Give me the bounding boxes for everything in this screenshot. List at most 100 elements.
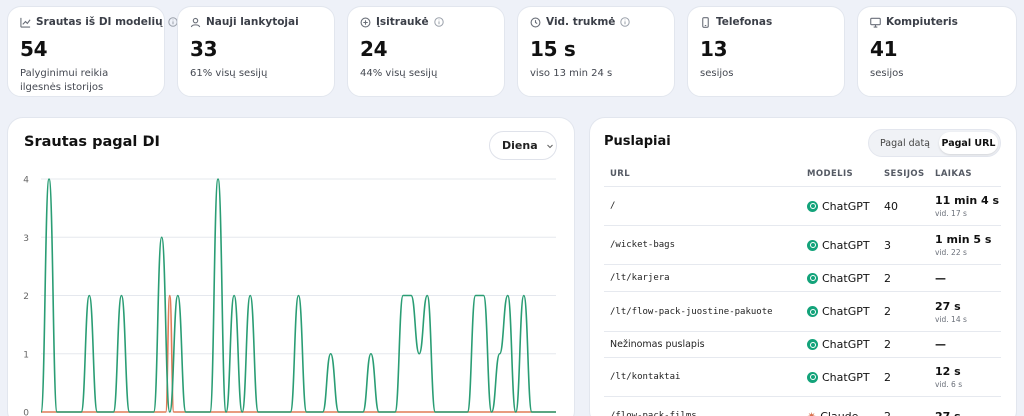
row-sessions: 3 [884,238,891,252]
stat-subtext: sesijos [870,68,904,79]
clock-icon [530,17,541,27]
row-time-average: vid. 14 s [935,314,967,324]
claude-icon: ✷ [807,409,817,416]
period-dropdown-value: Diena [502,139,538,152]
row-time-total: 27 s [935,409,961,416]
row-time-total: 27 s [935,299,961,313]
phone-icon [702,16,709,28]
row-time-average: vid. 22 s [935,248,967,257]
chart-panel [7,117,575,416]
stat-subtext: 44% visų sesijų [360,68,438,79]
row-time-average: vid. 17 s [935,209,967,218]
y-tick-label: 3 [23,234,29,244]
stat-value: 13 [700,37,728,61]
row-time-total: 12 s [935,365,961,378]
row-model-label: ChatGPT [822,370,870,384]
stat-subtext: viso 13 min 24 s [530,68,613,79]
column-header-time[interactable]: LAIKAS [935,169,972,179]
stat-subtext: 61% visų sesijų [190,68,268,79]
table-row[interactable]: /lt/karjera ChatGPT 2 — [604,264,1001,291]
row-sessions: 2 [884,370,891,384]
row-sessions: 2 [884,271,891,285]
chatgpt-icon [807,371,818,383]
row-url[interactable]: /wicket-bags [610,240,676,250]
stat-label: Telefonas [716,16,773,28]
plus-circle-icon [360,17,371,27]
row-time: 1 min 5 s vid. 22 s [935,226,991,264]
stat-card-ai-traffic: Srautas iš DI modelių 54 Palyginimui rei… [7,6,178,97]
row-url[interactable]: /flow-pack-films [610,411,697,416]
table-row[interactable]: /flow-pack-films ✷ Claude 2 27 s [604,396,1001,416]
stat-label: Vid. trukmė [546,16,616,28]
row-time: — [935,265,946,291]
row-url[interactable]: / [610,201,616,211]
stat-value: 41 [870,37,898,61]
row-model: ChatGPT [807,226,870,264]
row-model-label: ChatGPT [822,271,870,285]
stat-value: 54 [20,37,48,61]
row-time-total: — [935,338,946,351]
stat-card-avg-duration: Vid. trukmė 15 s viso 13 min 24 s [517,6,675,97]
table-row[interactable]: /lt/flow-pack-juostine-pakuote ChatGPT 2 27… [604,291,1001,331]
user-icon [190,17,201,27]
info-icon[interactable] [620,17,631,27]
monitor-icon [870,17,881,28]
row-model-label: ChatGPT [822,238,870,252]
chatgpt-icon [807,306,818,317]
y-tick-label: 4 [23,176,29,186]
row-time: 12 s vid. 6 s [935,358,962,396]
toggle-by-date[interactable]: Pagal datą [879,137,931,149]
stat-label: Kompiuteris [886,16,958,28]
row-time: 27 s vid. 14 s [935,292,967,331]
series-line [40,178,556,413]
column-header-url[interactable]: URL [610,169,631,179]
pages-panel [589,117,1017,416]
stat-subtext: sesijos [700,68,734,79]
row-model: ChatGPT [807,265,870,291]
info-icon[interactable] [433,17,444,27]
row-model: ChatGPT [807,332,870,357]
row-model: ✷ Claude [807,397,858,416]
row-url[interactable]: /lt/karjera [610,273,670,283]
toggle-by-url[interactable]: Pagal URL [939,132,998,154]
stat-subtext: Palyginimui reikia ilgesnės istorijos [20,68,109,93]
row-time-average: vid. 6 s [935,380,963,389]
table-row[interactable]: /lt/kontaktai ChatGPT 2 12 s vid. 6 s [604,357,1001,396]
chatgpt-icon [807,272,818,284]
row-time: 27 s [935,397,961,416]
row-sessions: 2 [884,305,891,318]
table-row[interactable]: Nežinomas puslapis ChatGPT 2 — [604,331,1001,357]
stat-card-phone: Telefonas 13 sesijos [687,6,845,97]
chatgpt-icon [807,239,818,251]
row-time: — [935,332,946,357]
y-tick-label: 0 [23,409,29,416]
row-sessions: 2 [884,409,891,416]
row-sessions: 40 [884,199,898,213]
row-url[interactable]: /lt/flow-pack-juostine-pakuote [610,306,773,317]
column-header-sessions[interactable]: SESIJOS [884,169,925,179]
row-model: ChatGPT [807,187,870,225]
stat-value: 15 s [530,37,576,61]
table-row[interactable]: / ChatGPT 40 11 min 4 s vid. 17 s [604,186,1001,225]
period-dropdown[interactable]: Diena [489,131,557,160]
row-time-total: 11 min 4 s [935,194,1000,207]
chatgpt-icon [807,200,818,212]
row-model-label: Claude [820,409,859,416]
column-header-model[interactable]: MODELIS [807,169,854,179]
stat-card-engaged: Įsitraukė 24 44% visų sesijų [347,6,505,97]
trend-chart-icon [20,17,31,28]
chevron-down-icon [546,144,553,148]
pages-title: Puslapiai [604,134,671,149]
stat-label: Įsitraukė [376,16,429,28]
info-icon[interactable] [167,17,178,27]
stat-value: 33 [190,37,218,61]
stat-card-desktop: Kompiuteris 41 sesijos [857,6,1017,97]
row-model-label: ChatGPT [822,338,870,351]
row-sessions: 2 [884,338,891,351]
table-row[interactable]: /wicket-bags ChatGPT 3 1 min 5 s vid. 22 s [604,225,1001,264]
row-url[interactable]: /lt/kontaktai [610,372,681,382]
row-time-total: 1 min 5 s [935,233,992,246]
row-url[interactable]: Nežinomas puslapis [610,339,705,350]
row-time-total: — [935,271,946,285]
y-tick-label: 1 [23,350,29,360]
